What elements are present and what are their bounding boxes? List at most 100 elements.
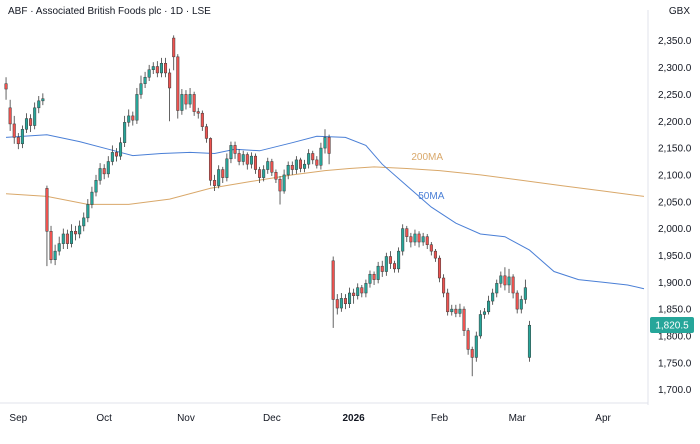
candle-body (282, 174, 286, 192)
candle-body (253, 155, 258, 170)
y-tick-label: 1,950.0 (658, 251, 692, 262)
y-tick-label: 1,700.0 (658, 385, 692, 396)
candle-body (86, 204, 90, 219)
candle-body (233, 145, 237, 154)
candle-body (450, 308, 454, 313)
candle-body (429, 244, 433, 252)
candle-body (217, 169, 221, 186)
candle-body (409, 236, 413, 243)
candle-body (94, 180, 98, 193)
candle-body (102, 168, 106, 175)
y-tick-label: 2,150.0 (658, 144, 692, 155)
candle-body (188, 94, 192, 105)
candle-body (29, 118, 33, 126)
candle-body (478, 314, 482, 337)
x-tick-label: Sep (9, 413, 27, 424)
x-tick-label: Nov (177, 413, 195, 424)
candle-body (474, 335, 478, 358)
candle-body (511, 276, 515, 294)
candle-body (348, 292, 352, 305)
y-tick-label: 2,350.0 (658, 36, 692, 47)
candle-body (360, 287, 364, 294)
candle-body (106, 161, 110, 175)
candle-body (495, 283, 499, 294)
candle-body (446, 292, 450, 313)
candle-body (307, 153, 311, 165)
candle-body (491, 292, 495, 302)
candle-body (65, 233, 69, 244)
candle-body (98, 168, 102, 181)
y-tick-label: 1,850.0 (658, 305, 692, 316)
candle-body (208, 138, 213, 181)
candle-body (37, 100, 41, 109)
candle-body (368, 273, 372, 284)
y-tick-label: 2,200.0 (658, 117, 692, 128)
candle-body (303, 163, 307, 169)
candle-body (119, 142, 123, 157)
ma50-line (5, 134, 645, 290)
x-tick-label: Oct (96, 413, 112, 424)
candle-body (352, 292, 356, 296)
candle-body (82, 217, 86, 227)
x-tick-label: Dec (263, 413, 281, 424)
candle-body (507, 276, 511, 286)
candle-body (527, 324, 531, 358)
last-price-value: 1,820.5 (655, 320, 689, 331)
candle-body (114, 152, 118, 157)
candle-body (155, 66, 159, 74)
candle-body (388, 256, 392, 264)
candle-body (499, 275, 503, 284)
candle-body (421, 236, 425, 243)
candle-body (24, 118, 29, 130)
candle-body (503, 275, 507, 286)
candle-body (69, 231, 73, 244)
y-axis: 1,700.0 1,750.0 1,800.0 1,850.0 1,900.0 1,950… (647, 10, 692, 405)
y-tick-label: 2,250.0 (658, 90, 692, 101)
ma50-label: 50MA (418, 191, 444, 202)
candle-body (425, 236, 429, 245)
ma50-line-group: 50MA (5, 134, 645, 290)
candle-body (433, 250, 437, 259)
candle-body (274, 171, 278, 180)
candle-body (49, 231, 53, 260)
candle-body (290, 165, 294, 170)
candle-body (12, 123, 16, 138)
candle-body (237, 153, 241, 162)
candle-body (221, 169, 225, 178)
candle-body (442, 277, 446, 294)
candle-body (176, 56, 180, 111)
candle-body (270, 161, 274, 173)
candle-body (213, 180, 217, 186)
candle-body (401, 228, 405, 252)
candle-body (53, 250, 57, 260)
candle-body (413, 233, 417, 243)
candle-body (249, 155, 253, 165)
x-axis: Sep Oct Nov Dec 2026 Feb Mar Apr (0, 402, 648, 424)
candle-body (147, 69, 151, 78)
candle-body (16, 137, 20, 145)
currency-label[interactable]: GBX (668, 6, 690, 17)
candle-body (196, 111, 200, 114)
candle-body (339, 298, 343, 309)
candles (4, 35, 531, 377)
candle-body (397, 250, 401, 270)
candle-body (8, 107, 12, 125)
candle-body (364, 283, 368, 294)
candle-body (110, 152, 114, 162)
candle-body (311, 153, 315, 161)
candle-body (135, 94, 139, 121)
candle-body (229, 145, 233, 160)
candle-body (20, 129, 24, 145)
candle-body (487, 300, 491, 313)
last-price-marker: 1,820.5 (650, 316, 694, 333)
candle-body (131, 115, 135, 121)
candle-body (454, 308, 458, 314)
candle-body (61, 233, 65, 244)
candle-body (393, 263, 397, 270)
candle-body (515, 292, 519, 310)
candle-body (298, 159, 302, 169)
x-tick-label: Feb (431, 413, 449, 424)
candle-body (262, 169, 266, 178)
candle-body (41, 98, 45, 102)
